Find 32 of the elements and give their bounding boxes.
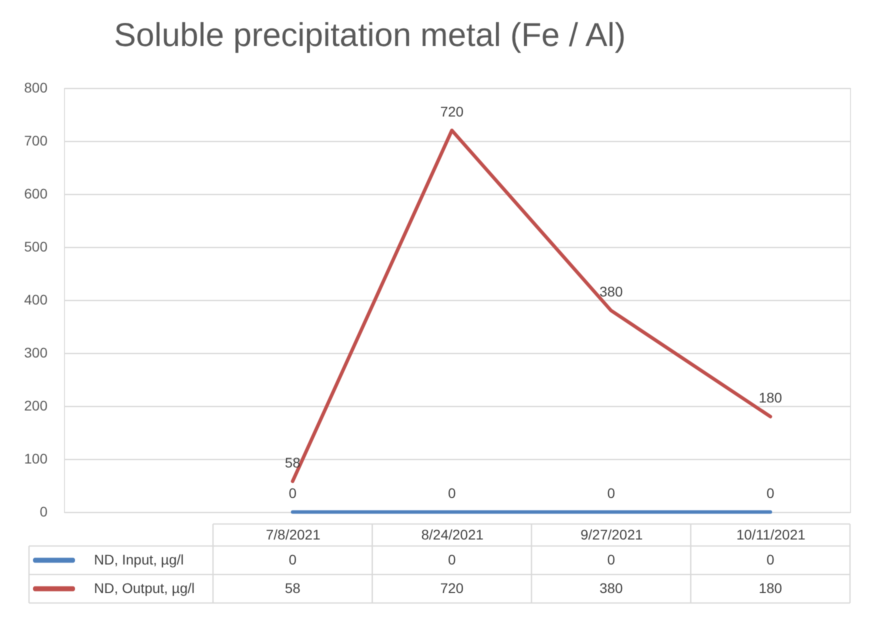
y-tick-label: 200	[24, 398, 48, 414]
data-label: 180	[758, 580, 782, 596]
data-label: 720	[440, 580, 464, 596]
annotation: 58	[284, 454, 301, 470]
y-tick-label: 600	[24, 186, 48, 202]
legend-label: ND, Input, µg/l	[94, 551, 184, 568]
y-tick-label: 700	[24, 132, 48, 148]
annotation: 180	[758, 390, 782, 406]
annotation: 0	[766, 485, 774, 501]
data-label: 0	[766, 551, 774, 568]
y-tick-label: 400	[24, 292, 48, 308]
y-tick-label: 300	[24, 344, 48, 360]
x-tick-label: 7/8/2021	[266, 526, 321, 542]
annotation: 720	[440, 103, 464, 120]
annotation: 0	[448, 485, 456, 501]
data-label: 0	[607, 551, 616, 568]
x-tick-label: 10/11/2021	[736, 526, 806, 542]
data-label: 0	[448, 551, 456, 568]
annotation: 0	[288, 485, 297, 501]
y-tick-label: 800	[24, 80, 48, 96]
y-tick-label: 500	[24, 238, 48, 254]
x-tick-label: 9/27/2021	[580, 526, 643, 542]
data-label: 0	[288, 551, 297, 568]
annotation: 0	[607, 485, 616, 501]
x-tick-label: 8/24/2021	[421, 526, 484, 542]
y-tick-label: 0	[40, 504, 48, 520]
data-label: 58	[284, 580, 301, 596]
legend-label: ND, Output, µg/l	[94, 580, 195, 596]
data-label: 380	[599, 580, 624, 596]
y-tick-label: 100	[24, 450, 48, 466]
annotation: 380	[599, 284, 624, 300]
chart-title: Soluble precipitation metal (Fe / Al)	[114, 16, 626, 53]
